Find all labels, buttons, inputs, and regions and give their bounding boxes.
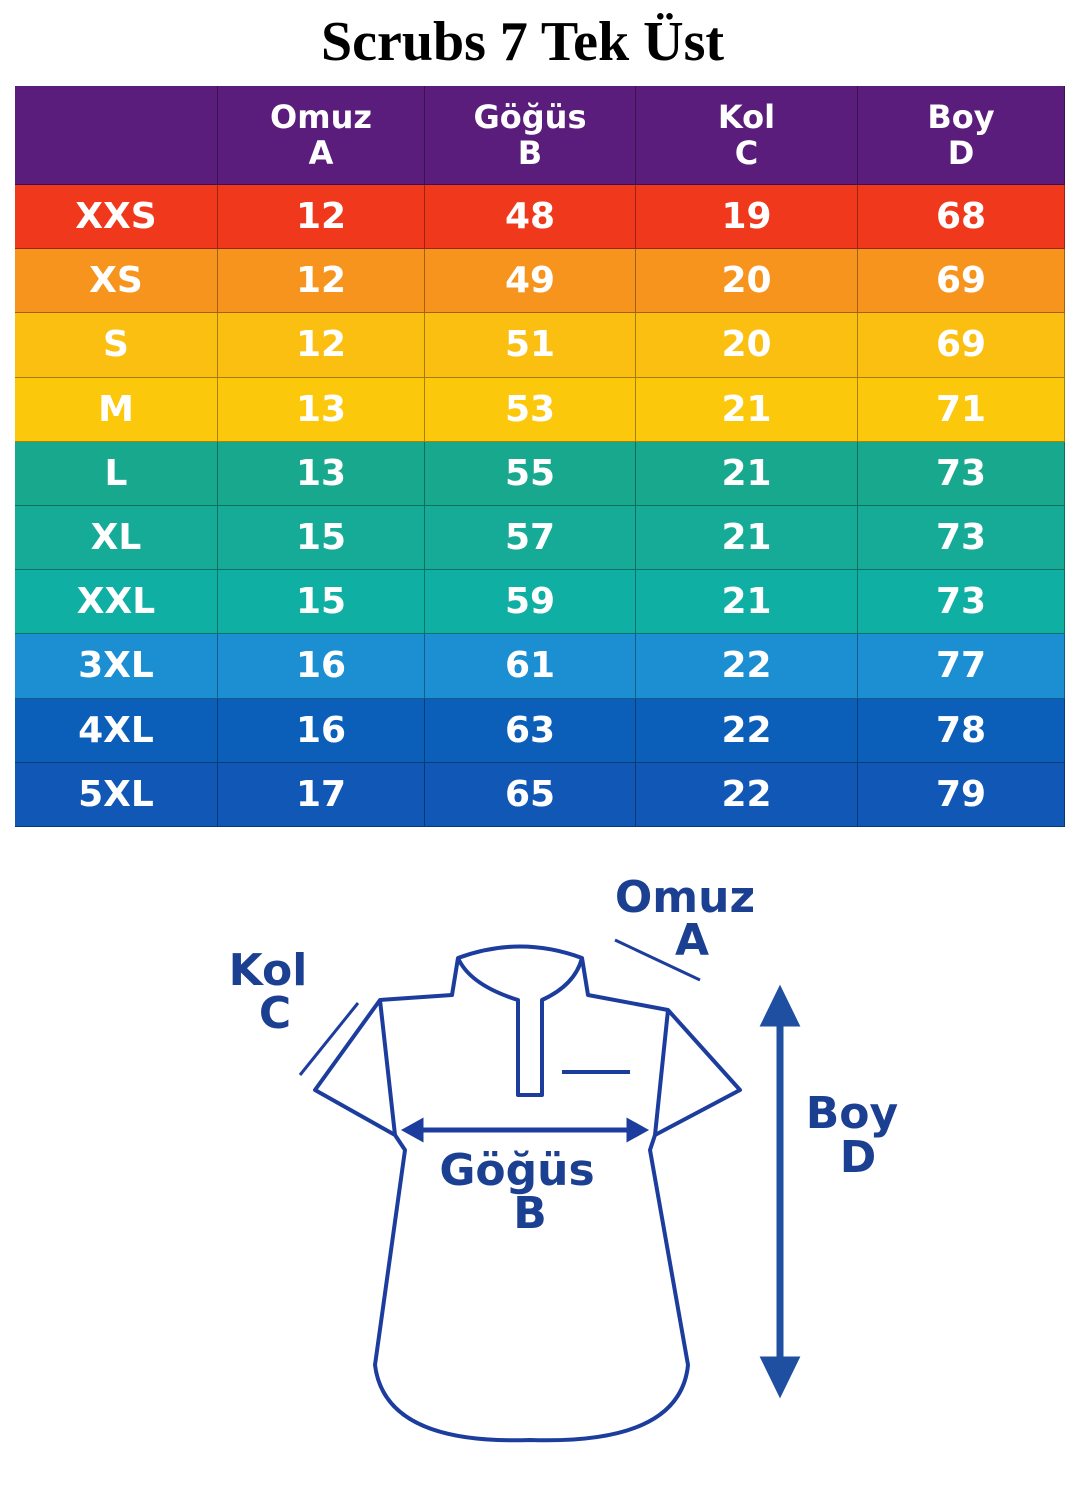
kol-letter: C	[259, 988, 291, 1039]
boy-letter: D	[840, 1132, 877, 1183]
size-cell: XL	[15, 505, 218, 571]
header-label: Kol	[717, 98, 776, 136]
measure-cell: 21	[636, 570, 858, 635]
header-letter: C	[734, 134, 759, 172]
gogus-label: Göğüs	[439, 1145, 594, 1196]
size-cell: XS	[15, 249, 218, 314]
measure-cell: 21	[636, 505, 858, 571]
measure-cell: 73	[858, 441, 1065, 506]
size-cell: L	[15, 441, 218, 506]
header-label: Omuz	[270, 98, 372, 136]
shirt-outline	[313, 944, 742, 1443]
header-letter: B	[517, 134, 543, 172]
header-cell: Boy D	[858, 86, 1065, 185]
boy-label: Boy	[806, 1088, 898, 1139]
header-letter: A	[308, 134, 334, 172]
measure-cell: 77	[858, 634, 1065, 699]
measure-cell: 13	[218, 377, 425, 442]
kol-label: Kol	[229, 945, 308, 996]
measure-cell: 12	[218, 185, 425, 250]
measure-cell: 16	[218, 698, 425, 763]
measure-cell: 59	[425, 570, 636, 635]
measure-cell: 63	[425, 698, 636, 763]
measure-cell: 12	[218, 249, 425, 314]
measure-cell: 68	[858, 185, 1065, 250]
measure-cell: 65	[425, 762, 636, 827]
measure-cell: 51	[425, 313, 636, 378]
header-cell: Göğüs B	[425, 86, 636, 185]
gogus-letter: B	[513, 1188, 547, 1239]
measure-cell: 22	[636, 634, 858, 699]
size-table: Omuz A Göğüs B Kol C Boy D XXS 12 48 19 68 XS 12 49 20 69…	[15, 86, 1065, 827]
measure-cell: 15	[218, 505, 425, 571]
measure-cell: 13	[218, 441, 425, 506]
measure-cell: 53	[425, 377, 636, 442]
measure-cell: 17	[218, 762, 425, 827]
measure-cell: 21	[636, 377, 858, 442]
measure-cell: 15	[218, 570, 425, 635]
title: Scrubs 7 Tek Üst	[320, 11, 725, 73]
measure-cell: 57	[425, 505, 636, 571]
header-cell: Kol C	[636, 86, 858, 185]
measure-cell: 19	[636, 185, 858, 250]
header-cell: Omuz A	[218, 86, 425, 185]
size-cell: XXL	[15, 570, 218, 635]
measure-cell: 20	[636, 249, 858, 314]
measure-cell: 69	[858, 313, 1065, 378]
size-cell: S	[15, 313, 218, 378]
measure-cell: 73	[858, 505, 1065, 571]
header-letter: D	[947, 134, 975, 172]
measure-cell: 49	[425, 249, 636, 314]
measure-cell: 22	[636, 698, 858, 763]
arrows	[298, 938, 801, 1399]
size-cell: 3XL	[15, 634, 218, 699]
header-label: Boy	[927, 98, 995, 136]
size-cell: 5XL	[15, 762, 218, 827]
measure-cell: 71	[858, 377, 1065, 442]
measure-cell: 22	[636, 762, 858, 827]
size-cell: 4XL	[15, 698, 218, 763]
size-cell: M	[15, 377, 218, 442]
omuz-label: Omuz	[615, 872, 755, 923]
measure-cell: 48	[425, 185, 636, 250]
measure-cell: 12	[218, 313, 425, 378]
measure-cell: 16	[218, 634, 425, 699]
measure-cell: 69	[858, 249, 1065, 314]
measure-cell: 21	[636, 441, 858, 506]
header-label: Göğüs	[473, 98, 587, 136]
header-corner	[15, 86, 218, 185]
size-cell: XXS	[15, 185, 218, 250]
measure-cell: 79	[858, 762, 1065, 827]
measure-cell: 78	[858, 698, 1065, 763]
measure-cell: 61	[425, 634, 636, 699]
measure-cell: 73	[858, 570, 1065, 635]
measure-cell: 20	[636, 313, 858, 378]
omuz-letter: A	[675, 915, 709, 966]
measure-cell: 55	[425, 441, 636, 506]
